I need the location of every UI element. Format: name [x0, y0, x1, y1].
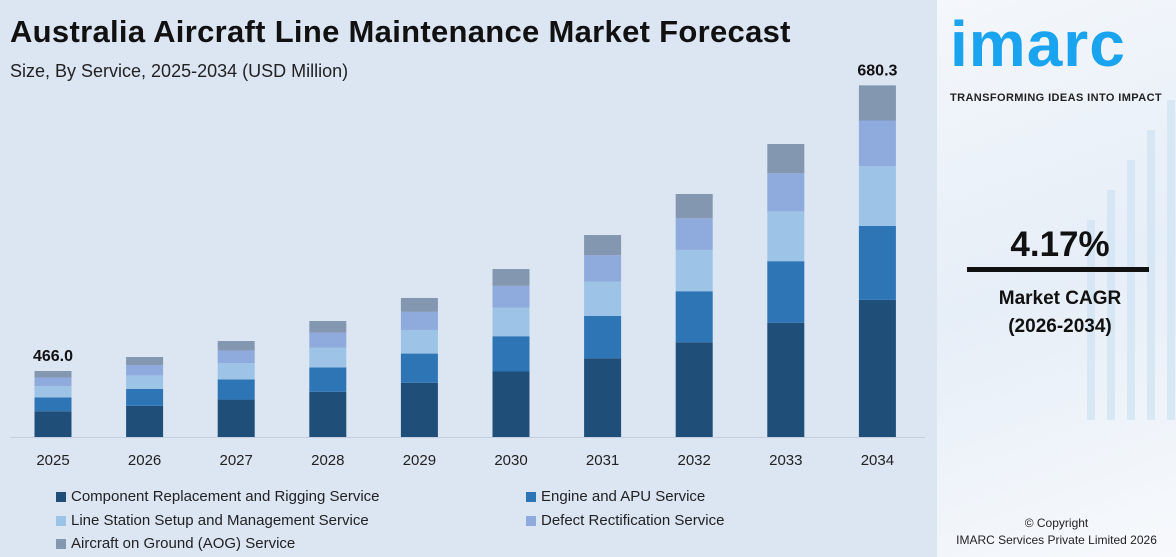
bar-segment-2032-3 [675, 218, 713, 250]
legend-label: Aircraft on Ground (AOG) Service [71, 535, 296, 552]
cagr-caption: Market CAGR (2026-2034) [967, 285, 1153, 341]
bar-segment-2027-3 [217, 350, 255, 364]
bar-segment-2027-2 [217, 363, 255, 380]
bar-segment-2029-0 [400, 382, 438, 437]
bar-segment-2026-3 [126, 365, 164, 376]
bar-segment-2029-2 [400, 329, 438, 354]
x-tick-label: 2030 [494, 452, 527, 469]
background-chart-graphic [1087, 100, 1175, 420]
bar-segment-2031-2 [584, 281, 622, 316]
bar-segment-2028-3 [309, 332, 347, 348]
chart-title: Australia Aircraft Line Maintenance Mark… [10, 14, 791, 49]
bar-segment-2027-0 [217, 399, 255, 437]
bar-segment-2028-2 [309, 347, 347, 368]
bar-segment-2025-1 [34, 397, 72, 412]
bar-segment-2033-0 [767, 322, 805, 437]
bar-segment-2032-1 [675, 291, 713, 343]
bar-segment-2026-1 [126, 389, 164, 406]
bar-segment-2029-1 [400, 353, 438, 383]
x-tick-label: 2027 [220, 452, 253, 469]
bar-segment-2026-2 [126, 375, 164, 390]
legend-label: Component Replacement and Rigging Servic… [71, 488, 380, 505]
x-tick-label: 2026 [128, 452, 161, 469]
legend-item: Defect Rectification Service [526, 512, 724, 529]
x-tick-label: 2033 [769, 452, 802, 469]
brand-panel [937, 0, 1176, 557]
bar-segment-2034-0 [858, 299, 896, 437]
x-tick-label: 2032 [678, 452, 711, 469]
bar-segment-2032-2 [675, 249, 713, 292]
data-label-2025: 466.0 [33, 348, 73, 365]
bar-segment-2028-1 [309, 367, 347, 392]
legend-item: Line Station Setup and Management Servic… [56, 512, 369, 529]
brand-tagline: TRANSFORMING IDEAS INTO IMPACT [950, 92, 1163, 104]
copyright-line2: IMARC Services Private Limited 2026 [956, 533, 1157, 547]
bar-segment-2030-0 [492, 371, 530, 437]
bar-segment-2025-2 [34, 386, 72, 398]
bar-segment-2025-3 [34, 377, 72, 387]
bar-segment-2026-0 [126, 405, 164, 437]
legend-label: Engine and APU Service [541, 488, 706, 505]
bar-segment-2030-4 [492, 269, 530, 286]
bar-segment-2030-3 [492, 285, 530, 308]
legend-swatch [526, 491, 536, 502]
legend-swatch [56, 491, 66, 502]
imarc-logo: imarc [950, 8, 1126, 80]
bar-segment-2031-4 [584, 235, 622, 256]
bar-segment-2033-3 [767, 173, 805, 212]
bar-segment-2025-0 [34, 411, 72, 437]
copyright: © Copyright IMARC Services Private Limit… [937, 515, 1176, 549]
legend-label: Defect Rectification Service [541, 512, 725, 529]
legend-swatch [526, 515, 536, 526]
bar-segment-2025-4 [34, 371, 72, 378]
x-tick-label: 2025 [36, 452, 69, 469]
bar-segment-2031-1 [584, 315, 622, 359]
x-tick-label: 2031 [586, 452, 619, 469]
bar-segment-2029-3 [400, 311, 438, 330]
x-tick-label: 2028 [311, 452, 344, 469]
legend-swatch [56, 515, 66, 526]
legend-item: Aircraft on Ground (AOG) Service [56, 535, 295, 552]
bar-segment-2028-0 [309, 391, 347, 437]
data-label-2034: 680.3 [857, 62, 897, 79]
cagr-divider [967, 267, 1149, 272]
bar-segment-2034-1 [858, 226, 896, 300]
bar-segment-2033-1 [767, 261, 805, 323]
copyright-line1: © Copyright [1024, 516, 1089, 530]
bar-segment-2028-4 [309, 321, 347, 333]
legend-label: Line Station Setup and Management Servic… [71, 512, 369, 529]
cagr-period: (2026-2034) [1008, 316, 1112, 337]
bar-segment-2029-4 [400, 297, 438, 312]
legend-item: Engine and APU Service [526, 488, 705, 505]
cagr-label: Market CAGR [998, 288, 1122, 309]
bar-segment-2034-4 [858, 85, 896, 121]
bar-segment-2032-0 [675, 342, 713, 437]
legend-item: Component Replacement and Rigging Servic… [56, 488, 380, 505]
bar-segment-2032-4 [675, 193, 713, 219]
chart-subtitle: Size, By Service, 2025-2034 (USD Million… [10, 61, 349, 81]
bar-segment-2030-2 [492, 307, 530, 337]
stacked-bar-chart: 2025 466.0 2026 2027 2028 2029 2030 2031 2032 203… [10, 62, 925, 469]
bar-segment-2034-2 [858, 166, 896, 227]
bar-segment-2033-4 [767, 144, 805, 174]
bar-segment-2026-4 [126, 357, 164, 366]
bar-segment-2031-3 [584, 255, 622, 282]
bar-segment-2027-1 [217, 379, 255, 400]
bar-segment-2030-1 [492, 336, 530, 372]
bar-segment-2031-0 [584, 358, 622, 437]
x-tick-label: 2029 [403, 452, 436, 469]
bar-segment-2027-4 [217, 341, 255, 351]
x-tick-label: 2034 [861, 452, 894, 469]
cagr-value: 4.17% [1010, 225, 1110, 264]
legend-swatch [56, 538, 66, 549]
bar-segment-2033-2 [767, 211, 805, 262]
bar-segment-2034-3 [858, 120, 896, 167]
